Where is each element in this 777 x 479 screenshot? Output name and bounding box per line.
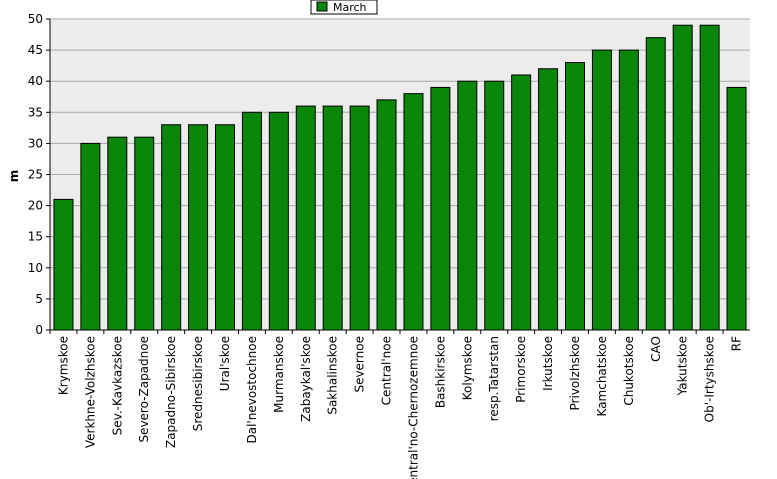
x-tick-label: Sev.-Kavkazskoe (110, 336, 124, 435)
x-tick-label: Irkutskoe (541, 336, 555, 391)
bar (215, 124, 235, 331)
x-tick-label: Verkhne-Volzhskoe (83, 336, 97, 448)
bar (699, 24, 720, 331)
x-tick-label: Murmanskoe (272, 336, 286, 413)
bar (241, 111, 262, 331)
x-tick-label: Severo-Zapadnoe (137, 336, 151, 443)
x-tick-label: Chukotskoe (622, 336, 636, 406)
bar (591, 49, 612, 331)
bars (53, 24, 747, 331)
x-tick-label: Ural'skoe (218, 336, 232, 391)
bar (430, 86, 451, 331)
bar (188, 124, 209, 331)
x-tick-label: Primorskoe (514, 336, 528, 403)
bar (484, 80, 505, 331)
y-tick-label: 40 (28, 74, 43, 88)
x-tick-label: Zabaykal'skoe (299, 336, 313, 422)
legend-label: March (333, 1, 367, 14)
bar (80, 142, 101, 331)
x-tick-label: Central'noe (380, 336, 394, 405)
x-tick-label: Kamchatskoe (595, 336, 609, 416)
x-tick-label: Bashkirskoe (433, 336, 447, 408)
bar (618, 49, 639, 331)
y-tick-label: 10 (28, 261, 43, 275)
bar (53, 198, 74, 331)
y-axis-ticks: 0 5 10 15 20 25 30 35 40 45 50 (28, 12, 50, 337)
y-tick-label: 35 (28, 105, 43, 119)
bar (295, 105, 316, 331)
bar (511, 74, 532, 331)
bar (134, 136, 155, 331)
x-tick-label: Dal'nevostochnoe (245, 336, 259, 444)
y-tick-label: 20 (28, 199, 43, 213)
x-tick-label: Ob'-Irtyshskoe (703, 336, 717, 422)
x-tick-label: Sakhalinskoe (326, 336, 340, 415)
x-axis-labels: Krymskoe Verkhne-Volzhskoe Sev.-Kavkazskoe… (49, 330, 744, 479)
bar (161, 124, 182, 331)
x-tick-label: Yakutskoe (676, 336, 690, 396)
x-tick-label: RF (730, 336, 744, 351)
legend: March (310, 0, 378, 15)
y-axis-title: m (7, 170, 21, 183)
x-tick-label: Krymskoe (56, 336, 70, 395)
x-tick-label: Central'no-Chernozemnoe (406, 336, 420, 479)
bar (538, 68, 559, 331)
bar (565, 62, 585, 331)
bar (376, 99, 397, 331)
bar (457, 80, 478, 331)
bar (349, 105, 370, 331)
bar (726, 86, 747, 331)
y-tick-label: 45 (28, 43, 43, 57)
x-tick-label: Severnoe (353, 336, 367, 393)
bar (403, 93, 424, 331)
x-tick-label: resp.Tatarstan (487, 336, 501, 421)
x-tick-label: CAO (649, 336, 663, 362)
bar (107, 136, 128, 331)
legend-swatch (316, 1, 328, 12)
y-tick-label: 30 (28, 136, 43, 150)
bar (645, 37, 666, 331)
y-tick-label: 25 (28, 168, 43, 182)
x-tick-label: Privolzhskoe (568, 336, 582, 410)
x-tick-label: Srednesibirskoe (191, 336, 205, 431)
y-tick-label: 50 (28, 12, 43, 26)
y-tick-label: 0 (35, 323, 43, 337)
y-tick-label: 15 (28, 230, 43, 244)
bar (268, 111, 289, 331)
x-tick-label: Kolymskoe (460, 336, 474, 400)
bar (672, 24, 693, 331)
y-tick-label: 5 (35, 292, 43, 306)
bar (322, 105, 343, 331)
x-tick-label: Zapadno-Sibirskoe (164, 336, 178, 448)
